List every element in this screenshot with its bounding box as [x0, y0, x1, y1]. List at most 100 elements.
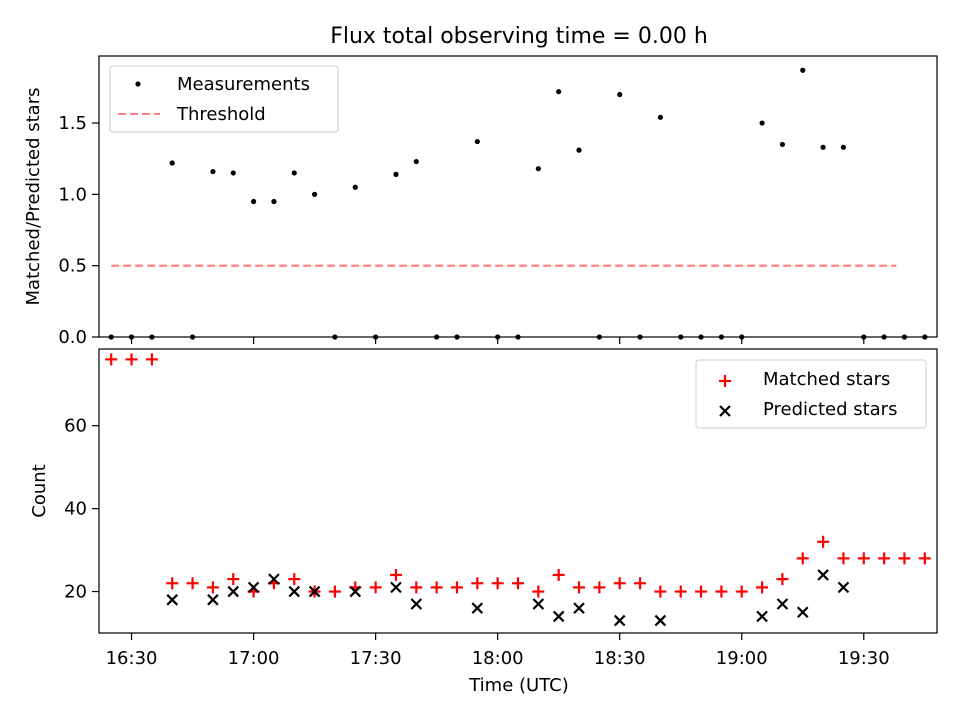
x-tick-label: 18:30 [594, 648, 646, 669]
measurement-point [250, 198, 257, 205]
measurement-point [393, 171, 399, 177]
x-tick-label: 17:30 [350, 648, 402, 669]
legend-label-matched: Matched stars [763, 369, 890, 390]
measurement-point [169, 160, 175, 166]
matched-star-point [186, 577, 199, 590]
measurement-point [413, 158, 419, 165]
predicted-star-point [410, 598, 423, 610]
ratio-y-axis-label: Matched/Predicted stars [23, 88, 44, 306]
predicted-star-point [166, 594, 179, 606]
legend-box [109, 65, 339, 133]
matched-star-point [206, 581, 219, 594]
x-tick-label: 16:30 [106, 648, 158, 669]
x-tick-label: 19:30 [838, 648, 890, 669]
measurement-point [474, 138, 480, 145]
y-tick-label: 40 [64, 499, 87, 520]
matched-star-point [756, 581, 769, 594]
predicted-star-point [288, 585, 301, 598]
predicted-star-point [756, 610, 768, 623]
measurement-point [210, 168, 216, 175]
matched-star-point [430, 581, 443, 594]
predicted-legend-marker [719, 405, 731, 417]
matched-star-point [512, 577, 524, 590]
y-tick-label: 1.0 [58, 184, 87, 205]
matched-star-point [389, 568, 402, 581]
x-tick-label: 19:00 [716, 648, 768, 669]
predicted-star-point [796, 606, 809, 619]
counts-x-ticks: 16:30 17:00 17:30 18:00 18:30 19:00 19:30 [106, 633, 890, 669]
ratio-axes-frame [98, 55, 938, 338]
predicted-star-point [268, 573, 280, 585]
matched-legend-marker [719, 375, 731, 387]
predicted-star-point [552, 610, 565, 623]
predicted-star-point [837, 581, 850, 594]
matched-star-point [125, 353, 138, 366]
ratio-legend: Measurements Threshold [109, 65, 339, 133]
y-tick-label: 60 [64, 416, 87, 437]
counts-panel: 20 40 60 16:30 17:00 17:30 18:00 18:30 19:00 19:… [29, 348, 938, 696]
matched-star-point [857, 552, 870, 565]
predicted-star-point [817, 569, 829, 581]
matched-star-point [532, 585, 545, 598]
counts-marks [105, 353, 931, 627]
matched-star-point [471, 577, 484, 590]
predicted-star-point [247, 581, 260, 594]
matched-star-point [145, 353, 158, 366]
counts-y-axis-label: Count [29, 464, 50, 517]
counts-legend: Matched stars Predicted stars [695, 359, 927, 429]
matched-star-point [369, 581, 382, 594]
predicted-star-point [776, 598, 789, 610]
measurement-point [230, 170, 236, 176]
measurement-point [291, 170, 297, 176]
y-tick-label: 20 [64, 582, 87, 603]
measurement-point [535, 166, 541, 172]
measurement-point [657, 114, 663, 120]
x-tick-label: 18:00 [472, 648, 524, 669]
predicted-star-point [227, 585, 240, 598]
predicted-star-point [573, 602, 585, 614]
matched-star-point [593, 581, 606, 594]
chart-title: Flux total observing time = 0.00 h [330, 24, 708, 49]
measurements-legend-marker [135, 81, 141, 87]
matched-star-point [898, 552, 911, 565]
matched-star-point [837, 552, 850, 565]
matched-star-point [776, 573, 789, 586]
predicted-star-point [471, 602, 484, 614]
legend-label-measurements: Measurements [177, 74, 310, 95]
matched-star-point [552, 568, 565, 581]
matched-star-point [105, 353, 118, 366]
counts-y-ticks: 20 40 60 [64, 416, 99, 603]
matched-star-point [288, 573, 301, 586]
measurement-point [840, 144, 847, 150]
legend-label-predicted: Predicted stars [763, 399, 897, 420]
ratio-y-ticks: 0.0 0.5 1.0 1.5 [58, 113, 99, 348]
matched-star-point [634, 577, 647, 590]
legend-label-threshold: Threshold [176, 104, 266, 125]
ratio-x-ticks [130, 337, 865, 344]
matched-star-point [878, 552, 891, 565]
ratio-marks [108, 67, 928, 340]
predicted-star-point [308, 585, 321, 598]
matched-star-point [227, 573, 240, 586]
y-tick-label: 1.5 [58, 113, 87, 134]
measurement-point [556, 89, 562, 95]
matched-star-point [796, 552, 809, 565]
measurement-point [779, 141, 786, 148]
measurement-point [271, 198, 277, 205]
measurement-point [352, 184, 358, 190]
matched-star-point [654, 585, 667, 598]
matched-star-point [410, 581, 423, 594]
predicted-star-point [654, 614, 667, 627]
matched-star-point [695, 585, 708, 598]
matched-star-point [918, 552, 931, 565]
matched-star-point [328, 585, 341, 598]
predicted-star-point [532, 598, 545, 610]
measurement-point [576, 147, 582, 153]
counts-axes-frame [98, 348, 938, 634]
predicted-star-point [613, 614, 626, 627]
matched-star-point [674, 585, 687, 598]
legend-box [695, 359, 927, 429]
matched-star-point [573, 581, 586, 594]
matched-star-point [491, 577, 504, 590]
